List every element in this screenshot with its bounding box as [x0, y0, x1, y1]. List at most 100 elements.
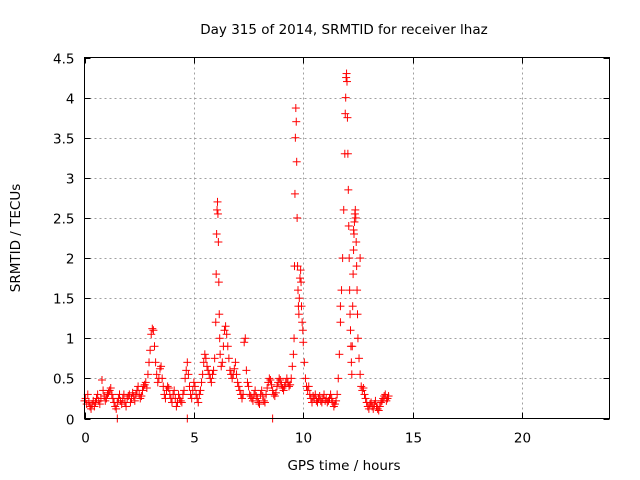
data-point [265, 374, 274, 383]
data-point [81, 394, 90, 403]
y-axis-label: SRMTID / TECUs [8, 184, 24, 292]
data-point [263, 384, 272, 393]
data-point [211, 318, 220, 327]
data-point [193, 394, 202, 403]
y-tick-labels: 0 0.5 1 1.5 2 2.5 3 3.5 4 4.5 [53, 52, 74, 429]
data-point [300, 358, 309, 367]
data-point [277, 380, 286, 389]
data-point [122, 402, 131, 411]
data-point [349, 225, 358, 234]
data-point [253, 394, 262, 403]
data-point [196, 386, 205, 395]
data-point [344, 185, 353, 194]
data-point [150, 342, 159, 351]
data-point [336, 302, 345, 311]
data-point [234, 382, 243, 391]
data-point [233, 378, 242, 387]
data-point [188, 386, 197, 395]
data-point [311, 390, 320, 399]
data-point [341, 109, 350, 118]
data-point [201, 354, 210, 363]
data-point [141, 378, 150, 387]
data-point [213, 205, 222, 214]
data-point [139, 382, 148, 391]
y-tick-label: 3 [66, 172, 75, 188]
data-point [376, 398, 385, 407]
data-point [295, 294, 304, 303]
data-point [209, 366, 218, 375]
data-point [336, 318, 345, 327]
y-tick-label: 2 [66, 252, 75, 268]
data-point [347, 370, 356, 379]
y-tick-label: 3.5 [53, 132, 74, 148]
data-point [257, 386, 266, 395]
data-point [210, 354, 219, 363]
data-point [106, 384, 115, 393]
data-point [296, 266, 305, 275]
data-point [266, 375, 275, 384]
data-point [151, 358, 160, 367]
data-point [285, 382, 294, 391]
data-point [181, 374, 190, 383]
data-point [223, 342, 232, 351]
data-point [267, 380, 276, 389]
data-point [93, 390, 102, 399]
data-point [298, 318, 307, 327]
grid-lines [84, 57, 610, 419]
data-point [176, 396, 185, 405]
data-point [356, 254, 365, 263]
data-point [347, 358, 356, 367]
data-point [138, 386, 147, 395]
x-axis-label: GPS time / hours [287, 458, 400, 474]
data-point [190, 382, 199, 391]
data-point [213, 209, 222, 218]
data-point [128, 388, 137, 397]
data-point [158, 374, 167, 383]
y-tick-label: 1 [66, 332, 75, 348]
data-point [178, 390, 187, 399]
data-point [335, 350, 344, 359]
data-point [332, 396, 341, 405]
x-tick-label: 0 [81, 431, 90, 447]
data-point [83, 390, 92, 399]
data-point [270, 392, 279, 401]
data-point [294, 310, 303, 319]
data-point [130, 396, 139, 405]
data-point [262, 390, 271, 399]
data-point [218, 358, 227, 367]
data-point [291, 104, 300, 113]
y-tick-label: 1.5 [53, 292, 74, 308]
data-point [214, 278, 223, 287]
data-point [248, 396, 257, 405]
data-point [337, 286, 346, 295]
data-point [228, 374, 237, 383]
data-point [367, 398, 376, 407]
data-point [243, 378, 252, 387]
data-point [126, 398, 135, 407]
data-points [80, 69, 393, 423]
data-point [208, 370, 217, 379]
data-point [355, 354, 364, 363]
data-point [143, 370, 152, 379]
data-point [212, 229, 221, 238]
data-point [220, 326, 229, 335]
data-point [288, 362, 297, 371]
data-point [214, 238, 223, 247]
data-point [289, 350, 298, 359]
data-point [301, 374, 310, 383]
y-tick-label: 0.5 [53, 372, 74, 388]
data-point [212, 270, 221, 279]
data-point [275, 374, 284, 383]
data-point [349, 270, 358, 279]
y-tick-label: 0 [66, 413, 75, 429]
data-point [342, 69, 351, 78]
data-point [207, 378, 216, 387]
data-point [327, 394, 336, 403]
data-point [353, 286, 362, 295]
data-point [375, 402, 384, 411]
data-point [339, 205, 348, 214]
data-point [172, 402, 181, 411]
data-point [276, 375, 285, 384]
data-point [232, 370, 241, 379]
